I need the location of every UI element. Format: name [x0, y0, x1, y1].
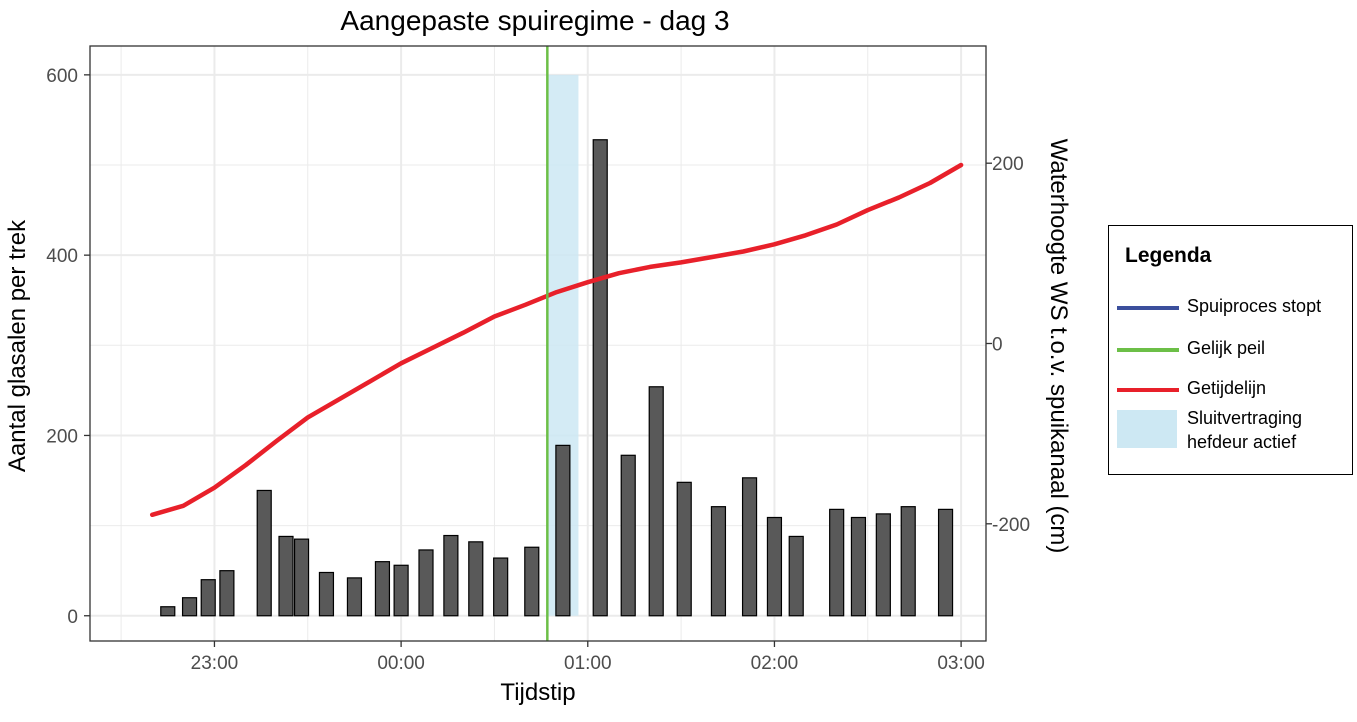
line-layer	[149, 46, 964, 641]
y2-tick-label: 0	[992, 335, 1003, 356]
bar	[200, 579, 216, 617]
bar	[256, 489, 272, 617]
bar	[493, 557, 509, 617]
bar	[219, 570, 235, 617]
y-tick-label: 400	[46, 246, 78, 267]
y2-tick-label: -200	[992, 515, 1030, 536]
x-tick-label: 23:00	[191, 653, 239, 674]
bar	[850, 516, 867, 617]
bar	[293, 538, 310, 617]
tide-line	[149, 162, 964, 518]
bar	[829, 508, 845, 617]
x-axis-title: Tijdstip	[500, 679, 575, 706]
bar	[788, 535, 804, 617]
legend: Legenda Spuiproces stopt Gelijk peil Getij…	[1108, 225, 1353, 475]
axis-layer: 0 200 400 600 -200 0 200 23:00 00:00 01:00 02:00 03…	[46, 66, 1030, 674]
y2-axis-title: Waterhoogte WS t.o.v. spuikanaal (cm)	[1045, 139, 1072, 554]
bar	[160, 606, 176, 617]
bar	[620, 454, 636, 617]
bar	[937, 508, 954, 617]
bar	[443, 534, 459, 617]
x-tick-label: 03:00	[937, 653, 985, 674]
bar	[524, 546, 540, 617]
bar	[900, 506, 916, 617]
legend-swatch	[1117, 306, 1179, 310]
bar	[374, 561, 391, 617]
legend-label: Spuiproces stopt	[1187, 296, 1322, 316]
y-tick-label: 0	[67, 607, 78, 628]
bar	[875, 513, 891, 617]
bar	[181, 597, 198, 617]
bar	[676, 481, 692, 617]
bar	[393, 564, 409, 617]
y-axis-title: Aantal glasalen per trek	[4, 219, 31, 472]
bars-layer	[160, 139, 954, 617]
bar	[555, 444, 571, 617]
legend-item: Spuiproces stopt	[1117, 288, 1353, 328]
legend-item: Gelijk peil	[1117, 330, 1353, 370]
bar	[741, 477, 758, 617]
x-tick-label: 01:00	[564, 653, 612, 674]
x-tick-label: 00:00	[377, 653, 425, 674]
y-tick-label: 600	[46, 66, 78, 87]
bar	[418, 549, 434, 617]
bar	[278, 535, 294, 617]
legend-label: Sluitvertraging hefdeur actief	[1187, 408, 1303, 452]
bar	[346, 577, 363, 617]
legend-title: Legenda	[1125, 244, 1212, 267]
legend-swatch	[1117, 388, 1179, 392]
y2-tick-label: 200	[992, 154, 1024, 175]
y-tick-label: 200	[46, 426, 78, 447]
chart-title: Aangepaste spuiregime - dag 3	[340, 5, 729, 36]
bar	[648, 386, 664, 617]
legend-swatch	[1117, 348, 1179, 352]
legend-label: Getijdelijn	[1187, 378, 1267, 398]
legend-label: Gelijk peil	[1187, 338, 1266, 358]
bar	[766, 516, 783, 617]
legend-swatch	[1117, 410, 1177, 448]
bar	[468, 541, 484, 617]
x-tick-label: 02:00	[751, 653, 799, 674]
bar	[318, 571, 335, 617]
legend-item: Getijdelijn	[1117, 370, 1353, 410]
bar	[592, 139, 608, 617]
legend-item: Sluitvertraging hefdeur actief	[1117, 408, 1353, 452]
bar	[710, 506, 727, 617]
